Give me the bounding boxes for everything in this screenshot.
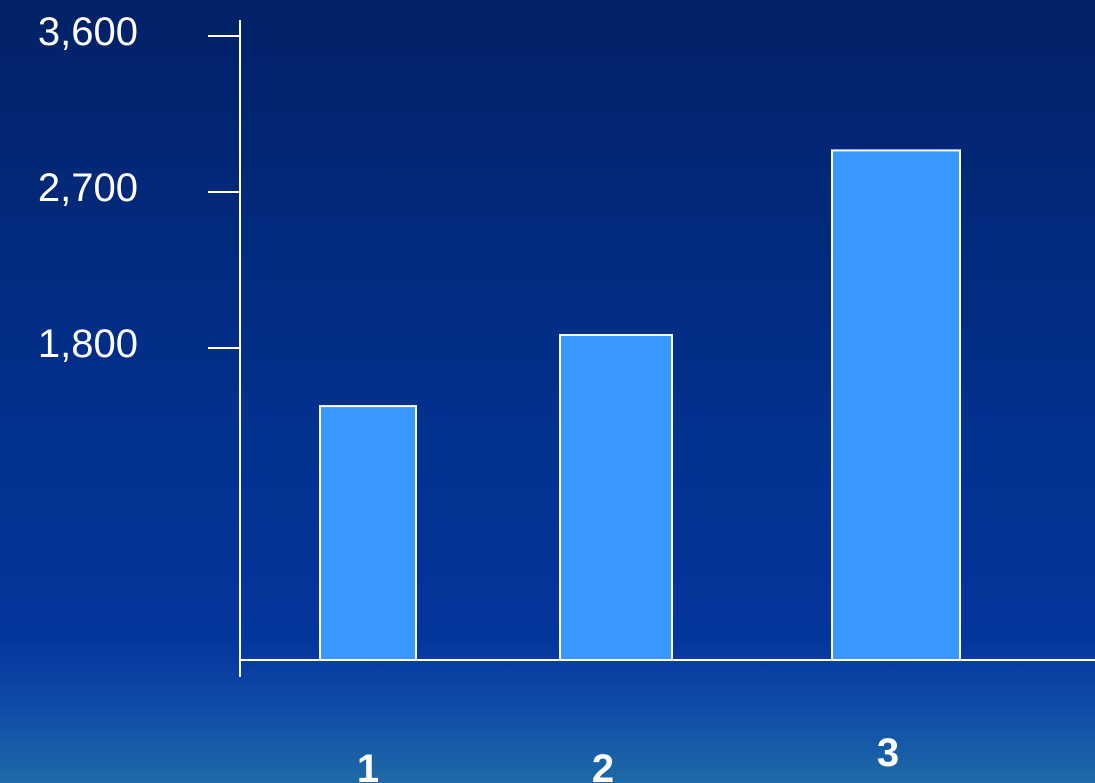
y-axis: 1,800 2,700 3,600 bbox=[38, 10, 241, 677]
y-tick-label: 1,800 bbox=[38, 322, 138, 366]
bar-3 bbox=[831, 149, 961, 661]
x-category-label: 2 bbox=[592, 747, 614, 783]
bar-1 bbox=[319, 405, 417, 662]
x-axis: 1 2 3 bbox=[240, 659, 1095, 783]
y-tick-label: 3,600 bbox=[38, 10, 138, 54]
y-tick-label: 2,700 bbox=[38, 166, 138, 210]
x-category-label: 1 bbox=[357, 747, 379, 783]
x-category-label: 3 bbox=[877, 731, 899, 775]
bar-2 bbox=[559, 334, 673, 661]
bars bbox=[319, 149, 961, 662]
